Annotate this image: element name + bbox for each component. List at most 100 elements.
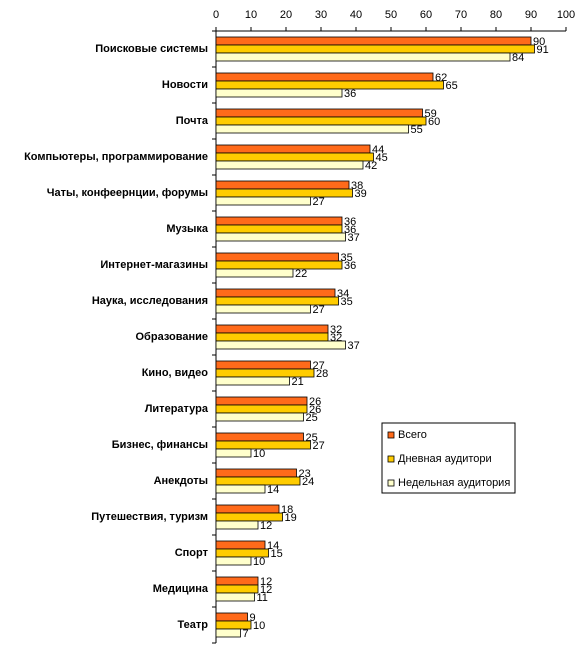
bar — [215, 180, 350, 190]
value-label: 27 — [313, 304, 325, 316]
value-label: 12 — [260, 584, 272, 596]
value-label: 36 — [344, 260, 356, 272]
bar — [215, 72, 434, 82]
category-label: Чаты, конфеернции, форумы — [47, 187, 208, 199]
category-label: Почта — [176, 115, 209, 127]
bar — [215, 476, 301, 486]
value-label: 34 — [337, 288, 349, 300]
value-label: 27 — [313, 196, 325, 208]
bar — [215, 232, 346, 242]
legend-swatch — [387, 479, 395, 487]
bar — [215, 304, 311, 314]
bar — [215, 612, 248, 622]
legend-label: Всего — [398, 429, 427, 441]
value-label: 10 — [253, 556, 265, 568]
value-label: 39 — [355, 188, 367, 200]
value-label: 10 — [253, 620, 265, 632]
category-label: Медицина — [153, 583, 209, 595]
value-label: 11 — [257, 592, 268, 604]
x-tick-label: 60 — [420, 9, 432, 21]
category-label: Спорт — [175, 547, 209, 559]
x-tick-label: 30 — [315, 9, 327, 21]
category-label: Литература — [145, 403, 209, 415]
value-label: 9 — [250, 612, 256, 624]
bar — [215, 556, 252, 566]
category-label: Музыка — [166, 223, 209, 235]
bar — [215, 512, 283, 522]
value-label: 26 — [309, 404, 321, 416]
category-label: Образование — [136, 331, 209, 343]
value-label: 19 — [285, 512, 297, 524]
bar — [215, 540, 266, 550]
x-tick-label: 10 — [245, 9, 257, 21]
bar — [215, 196, 311, 206]
value-label: 42 — [365, 160, 377, 172]
bar — [215, 88, 343, 98]
legend-label: Недельная аудитория — [398, 477, 510, 489]
bar — [215, 216, 343, 226]
value-label: 22 — [295, 268, 307, 280]
value-label: 14 — [267, 540, 279, 552]
value-label: 35 — [341, 252, 353, 264]
value-label: 38 — [351, 180, 363, 192]
x-tick-label: 20 — [280, 9, 292, 21]
legend-label: Дневная аудитори — [398, 453, 492, 465]
value-label: 12 — [260, 520, 272, 532]
bar — [215, 432, 304, 442]
value-label: 37 — [348, 340, 360, 352]
value-label: 55 — [411, 124, 423, 136]
x-tick-label: 80 — [490, 9, 502, 21]
bar — [215, 152, 374, 162]
bar — [215, 504, 280, 514]
bar — [215, 592, 255, 602]
category-label: Анекдоты — [154, 475, 208, 487]
value-label: 44 — [372, 144, 384, 156]
value-label: 36 — [344, 216, 356, 228]
category-label: Бизнес, финансы — [112, 439, 208, 451]
value-label: 14 — [267, 484, 279, 496]
x-tick-label: 90 — [525, 9, 537, 21]
bar — [215, 144, 371, 154]
value-label: 23 — [299, 468, 311, 480]
bar — [215, 80, 444, 90]
legend-box — [381, 422, 516, 494]
bar — [215, 448, 252, 458]
category-label: Театр — [177, 619, 208, 631]
bar — [215, 116, 427, 126]
value-label: 32 — [330, 324, 342, 336]
value-label: 35 — [341, 296, 353, 308]
value-label: 36 — [344, 224, 356, 236]
bar — [215, 628, 241, 638]
category-label: Путешествия, туризм — [91, 511, 208, 523]
bar — [215, 36, 532, 46]
bar — [215, 376, 290, 386]
bar — [215, 260, 343, 270]
value-label: 59 — [425, 108, 437, 120]
x-tick-label: 100 — [557, 9, 575, 21]
value-label: 12 — [260, 576, 272, 588]
bar — [215, 44, 535, 54]
category-label: Кино, видео — [142, 367, 209, 379]
value-label: 45 — [376, 152, 388, 164]
bar — [215, 404, 308, 414]
bar — [215, 160, 364, 170]
bar — [215, 188, 353, 198]
bar — [215, 324, 329, 334]
bar — [215, 484, 266, 494]
bar — [215, 396, 308, 406]
category-label: Интернет-магазины — [100, 259, 208, 271]
bar — [215, 412, 304, 422]
bar — [215, 224, 343, 234]
bar — [215, 468, 297, 478]
value-label: 36 — [344, 88, 356, 100]
value-label: 27 — [313, 440, 325, 452]
category-label: Поисковые системы — [95, 43, 208, 55]
value-label: 91 — [537, 44, 549, 56]
x-tick-label: 50 — [385, 9, 397, 21]
category-label: Новости — [162, 79, 208, 91]
bar — [215, 332, 329, 342]
value-label: 65 — [446, 80, 458, 92]
bar — [215, 108, 423, 118]
legend-swatch — [387, 455, 395, 463]
